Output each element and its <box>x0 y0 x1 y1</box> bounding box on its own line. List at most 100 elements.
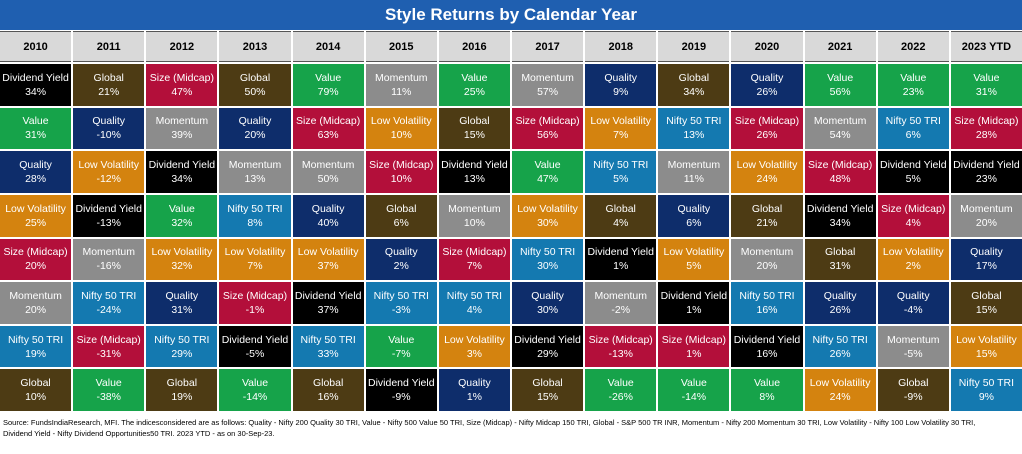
style-name: Global <box>532 377 563 390</box>
style-name: Global <box>386 202 417 215</box>
return-cell: Dividend Yield 34% <box>804 194 876 237</box>
return-value: 1% <box>686 347 702 360</box>
year-header: 2018 <box>585 31 657 62</box>
return-value: 30% <box>537 260 559 273</box>
return-cell: Size (Midcap) 56% <box>512 107 584 150</box>
return-cell: Value 47% <box>512 151 584 193</box>
return-value: 9% <box>613 85 629 98</box>
return-value: 2% <box>393 260 409 273</box>
style-name: Low Volatility <box>736 159 798 172</box>
style-name: Size (Midcap) <box>76 333 141 346</box>
style-name: Size (Midcap) <box>222 289 288 302</box>
return-value: 8% <box>759 391 775 404</box>
style-name: Value <box>607 377 634 390</box>
style-name: Quality <box>604 71 638 84</box>
style-name: Nifty 50 TRI <box>519 246 576 259</box>
return-cell: Global 31% <box>804 238 876 281</box>
return-value: 30% <box>537 303 559 316</box>
style-name: Size (Midcap) <box>369 159 434 172</box>
return-cell: Global 21% <box>73 64 145 106</box>
return-value: -31% <box>96 347 121 360</box>
return-value: -12% <box>96 173 121 186</box>
year-header: 2023 YTD <box>950 31 1022 62</box>
return-cell: Global -9% <box>877 369 949 411</box>
return-value: 40% <box>317 216 339 229</box>
return-value: 29% <box>537 347 559 360</box>
style-name: Momentum <box>813 115 867 128</box>
return-value: 1% <box>466 391 483 404</box>
return-cell: Quality 1% <box>438 369 510 411</box>
source-note: Source: FundsIndiaResearch, MFI. The ind… <box>3 418 976 438</box>
style-name: Nifty 50 TRI <box>593 159 649 172</box>
return-cell: Momentum 20% <box>950 194 1022 237</box>
style-name: Global <box>898 377 929 390</box>
style-name: Value <box>753 377 781 390</box>
style-name: Dividend Yield <box>148 159 216 172</box>
style-name: Quality <box>531 289 564 302</box>
return-value: 21% <box>98 85 120 98</box>
return-value: 13% <box>244 173 266 186</box>
style-name: Quality <box>384 246 418 259</box>
return-value: 16% <box>756 347 778 360</box>
return-cell: Nifty 50 TRI -24% <box>73 282 145 324</box>
style-name: Low Volatility <box>297 246 359 259</box>
return-cell: Nifty 50 TRI 13% <box>658 107 730 150</box>
return-cell: Global 15% <box>438 107 510 150</box>
return-value: 47% <box>171 85 193 98</box>
year-header: 2013 <box>219 31 291 62</box>
return-cell: Dividend Yield -5% <box>219 325 291 368</box>
return-value: -5% <box>245 347 265 360</box>
style-name: Size (Midcap) <box>954 115 1019 128</box>
return-cell: Nifty 50 TRI -3% <box>365 282 437 324</box>
return-value: 48% <box>829 173 851 186</box>
style-name: Quality <box>19 159 52 172</box>
style-name: Dividend Yield <box>2 71 69 84</box>
year-header: 2016 <box>438 31 510 62</box>
style-name: Dividend Yield <box>75 202 142 215</box>
style-name: Dividend Yield <box>587 246 654 259</box>
year-header: 2012 <box>146 31 218 62</box>
return-value: 30% <box>537 216 559 229</box>
return-cell: Nifty 50 TRI 4% <box>438 282 510 324</box>
return-cell: Low Volatility -12% <box>73 151 145 193</box>
style-name: Size (Midcap) <box>442 246 507 259</box>
return-cell: Value 25% <box>438 64 510 106</box>
return-value: -9% <box>903 391 923 404</box>
return-value: 26% <box>756 129 778 142</box>
return-cell: Value 32% <box>146 194 218 237</box>
style-name: Low Volatility <box>956 333 1017 346</box>
style-name: Dividend Yield <box>441 159 508 172</box>
return-value: 26% <box>829 347 851 360</box>
return-cell: Size (Midcap) -31% <box>73 325 145 368</box>
style-name: Low Volatility <box>517 202 578 215</box>
return-cell: Low Volatility 37% <box>292 238 364 281</box>
return-value: 13% <box>463 173 485 186</box>
style-name: Nifty 50 TRI <box>7 333 64 346</box>
return-cell: Size (Midcap) 1% <box>658 325 730 368</box>
return-cell: Nifty 50 TRI 9% <box>950 369 1022 411</box>
return-cell: Momentum 39% <box>146 107 218 150</box>
style-name: Dividend Yield <box>368 377 435 390</box>
style-name: Dividend Yield <box>660 289 728 302</box>
return-value: 20% <box>975 216 997 229</box>
style-name: Momentum <box>521 71 574 84</box>
style-name: Low Volatility <box>882 246 944 259</box>
return-cell: Nifty 50 TRI 26% <box>804 325 876 368</box>
return-value: -38% <box>96 391 121 404</box>
return-cell: Momentum 20% <box>0 282 72 324</box>
return-cell: Global 21% <box>731 194 803 237</box>
return-value: 20% <box>244 129 266 142</box>
return-cell: Size (Midcap) 7% <box>438 238 510 281</box>
style-name: Dividend Yield <box>514 333 581 346</box>
style-name: Dividend Yield <box>806 202 874 215</box>
return-value: 32% <box>171 260 193 273</box>
return-cell: Nifty 50 TRI 19% <box>0 325 72 368</box>
return-value: 21% <box>756 216 778 229</box>
return-cell: Value -38% <box>73 369 145 411</box>
style-name: Value <box>95 377 122 390</box>
style-name: Nifty 50 TRI <box>739 289 795 302</box>
return-cell: Dividend Yield 34% <box>146 151 218 193</box>
return-value: 16% <box>756 303 778 316</box>
return-value: 24% <box>829 391 851 404</box>
return-cell: Low Volatility 25% <box>0 194 72 237</box>
